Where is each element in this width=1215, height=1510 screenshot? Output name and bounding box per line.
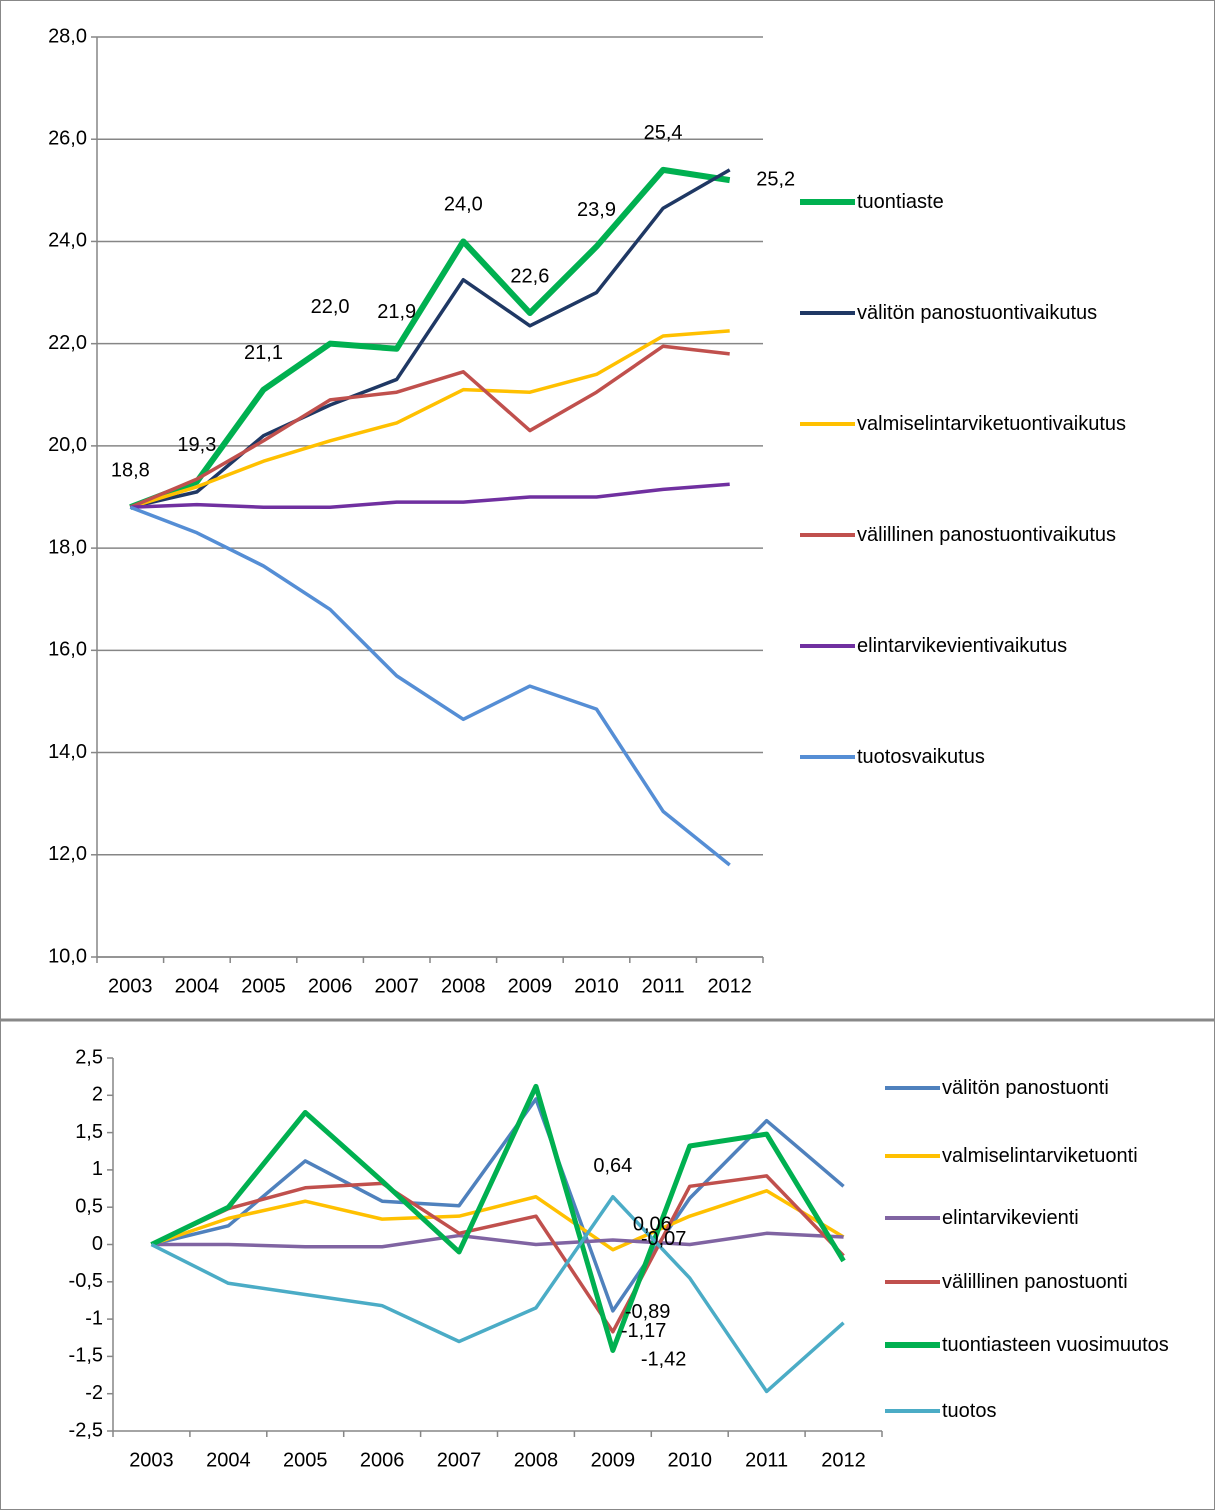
y-tick-label: 12,0 xyxy=(48,843,87,865)
data-label: 23,9 xyxy=(577,199,616,221)
data-label: -1,17 xyxy=(621,1320,667,1342)
x-tick-label: 2008 xyxy=(441,975,486,997)
y-tick-label: 14,0 xyxy=(48,741,87,763)
y-tick-label: 2 xyxy=(92,1084,103,1106)
y-tick-label: 18,0 xyxy=(48,536,87,558)
legend-label: tuotos xyxy=(942,1400,997,1422)
data-label: 0,06 xyxy=(633,1213,672,1235)
series-line xyxy=(150,1083,846,1353)
y-tick-label: 28,0 xyxy=(48,25,87,47)
x-tick-label: 2012 xyxy=(821,1449,866,1471)
data-label: 25,2 xyxy=(756,168,795,190)
x-tick-label: 2004 xyxy=(206,1449,251,1471)
series-line xyxy=(129,168,731,509)
y-tick-label: 24,0 xyxy=(48,230,87,252)
x-tick-label: 2012 xyxy=(707,975,752,997)
x-tick-label: 2005 xyxy=(283,1449,328,1471)
series-line xyxy=(150,1189,845,1252)
x-tick-label: 2005 xyxy=(241,975,286,997)
x-tick-label: 2011 xyxy=(642,975,685,997)
data-label: -0,07 xyxy=(641,1228,687,1250)
y-tick-label: 1,5 xyxy=(75,1121,103,1143)
series-line xyxy=(150,1174,845,1334)
y-tick-label: -2 xyxy=(85,1382,103,1404)
x-tick-label: 2006 xyxy=(360,1449,405,1471)
legend-label: välitön panostuontivaikutus xyxy=(857,302,1098,324)
y-tick-label: 20,0 xyxy=(48,434,87,456)
legend-label: elintarvikevienti xyxy=(942,1207,1079,1229)
y-tick-label: 22,0 xyxy=(48,332,87,354)
y-tick-label: -0,5 xyxy=(69,1270,103,1292)
data-label: -0,89 xyxy=(625,1301,671,1323)
legend-label: tuontiasteen vuosimuutos xyxy=(942,1334,1169,1356)
y-tick-label: -1 xyxy=(85,1307,103,1329)
data-label: 25,4 xyxy=(644,122,683,144)
y-tick-label: 1 xyxy=(92,1158,103,1180)
x-tick-label: 2007 xyxy=(374,975,419,997)
y-tick-label: -1,5 xyxy=(69,1345,103,1367)
series-line xyxy=(151,1097,845,1313)
data-label: 18,8 xyxy=(111,460,150,482)
y-tick-label: -2,5 xyxy=(69,1419,103,1441)
y-tick-label: 0,5 xyxy=(75,1195,103,1217)
x-tick-label: 2010 xyxy=(668,1449,713,1471)
legend-label: välillinen panostuonti xyxy=(942,1271,1128,1293)
x-tick-label: 2003 xyxy=(129,1449,174,1471)
x-tick-label: 2003 xyxy=(108,975,153,997)
series-line xyxy=(151,1231,844,1249)
series-line xyxy=(130,482,730,509)
series-line xyxy=(129,505,731,867)
legend-label: tuotosvaikutus xyxy=(857,746,985,768)
data-label: 19,3 xyxy=(177,434,216,456)
y-tick-label: 16,0 xyxy=(48,639,87,661)
data-label: 0,64 xyxy=(593,1155,632,1177)
data-label: -1,42 xyxy=(641,1349,687,1371)
legend-label: valmiselintarviketuonti xyxy=(942,1145,1138,1167)
x-tick-label: 2011 xyxy=(745,1449,788,1471)
x-tick-label: 2010 xyxy=(574,975,619,997)
y-tick-label: 10,0 xyxy=(48,945,87,967)
y-tick-label: 26,0 xyxy=(48,128,87,150)
x-tick-label: 2008 xyxy=(514,1449,559,1471)
legend-label: elintarvikevientivaikutus xyxy=(857,635,1068,657)
data-label: 22,6 xyxy=(510,265,549,287)
y-tick-label: 2,5 xyxy=(75,1046,103,1068)
y-tick-label: 0 xyxy=(92,1233,103,1255)
data-label: 21,9 xyxy=(377,301,416,323)
data-label: 22,0 xyxy=(311,296,350,318)
data-label: 24,0 xyxy=(444,194,483,216)
legend-label: valmiselintarviketuontivaikutus xyxy=(857,413,1127,435)
series-line xyxy=(129,166,731,511)
x-tick-label: 2009 xyxy=(591,1449,636,1471)
x-tick-label: 2007 xyxy=(437,1449,482,1471)
legend-label: välillinen panostuontivaikutus xyxy=(857,524,1117,546)
series-line xyxy=(129,329,730,509)
data-label: 21,1 xyxy=(244,342,283,364)
x-tick-label: 2006 xyxy=(308,975,353,997)
series-line xyxy=(129,344,730,509)
legend-label: tuontiaste xyxy=(857,191,944,213)
series-line xyxy=(150,1195,845,1394)
legend-label: välitön panostuonti xyxy=(942,1077,1109,1099)
x-tick-label: 2004 xyxy=(175,975,220,997)
x-tick-label: 2009 xyxy=(508,975,553,997)
